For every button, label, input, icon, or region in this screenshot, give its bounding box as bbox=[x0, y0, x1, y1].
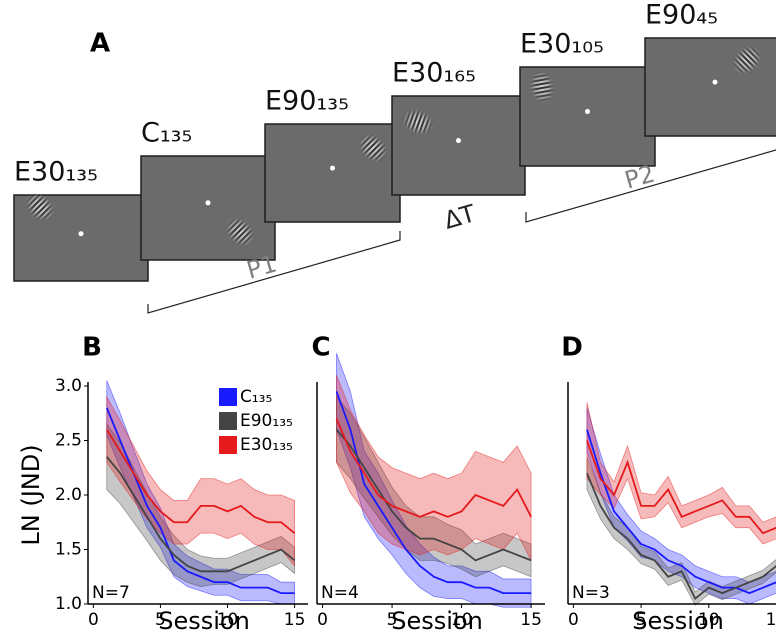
x-tick-label: 10 bbox=[451, 610, 473, 630]
charts: B 1.0 1.5 2.0 2.5 3.0 0 5 10 15 Session N=7 C₁₃₅ E90₁… bbox=[55, 333, 776, 635]
fixation-dot bbox=[205, 200, 211, 206]
frame-label: E90₄₅ bbox=[645, 0, 718, 31]
error-band bbox=[586, 456, 776, 606]
error-band bbox=[106, 395, 295, 567]
sample-size: N=3 bbox=[572, 583, 610, 603]
interval-label: ΔT bbox=[441, 199, 479, 235]
frame-label: E30₁₃₅ bbox=[14, 157, 98, 188]
fixation-dot bbox=[78, 231, 84, 237]
legend-label: C₁₃₅ bbox=[240, 387, 272, 407]
stimulus-frame: E90₁₃₅ bbox=[264, 86, 401, 223]
legend-label: E30₁₃₅ bbox=[240, 435, 293, 455]
x-tick-label: 5 bbox=[155, 610, 166, 630]
gabor-stripes bbox=[527, 69, 557, 105]
panel-letter: B bbox=[82, 333, 102, 363]
stimulus-frame: E30₁₀₅ bbox=[519, 29, 656, 167]
gabor bbox=[20, 187, 60, 227]
gabor bbox=[727, 40, 767, 80]
error-band bbox=[106, 422, 295, 587]
x-tick-label: 15 bbox=[766, 610, 776, 630]
y-tick-label: 2.5 bbox=[55, 431, 82, 451]
gabor-stripes bbox=[398, 105, 438, 139]
y-tick-label: 2.0 bbox=[55, 485, 82, 505]
bracket-p1 bbox=[147, 231, 401, 314]
sample-size: N=7 bbox=[92, 583, 130, 603]
gabor-stripes bbox=[353, 128, 393, 168]
frame-label: E90₁₃₅ bbox=[265, 86, 349, 117]
legend-label: E90₁₃₅ bbox=[240, 411, 293, 431]
x-axis-label: Session bbox=[391, 607, 483, 635]
gabor bbox=[353, 128, 393, 168]
mean-line bbox=[105, 407, 295, 594]
x-axis-label: Session bbox=[158, 607, 250, 635]
stimulus-frame: E30₁₆₅ bbox=[391, 58, 526, 196]
chart-panel: C 0 5 10 15 Session N=4 bbox=[311, 333, 545, 635]
mean-line bbox=[335, 429, 532, 562]
frame-screen bbox=[140, 155, 276, 261]
error-band bbox=[586, 407, 776, 605]
frame-label: E30₁₀₅ bbox=[520, 29, 604, 60]
stimulus-frame: E90₄₅ bbox=[644, 0, 776, 137]
y-tick-label: 1.5 bbox=[55, 540, 82, 560]
fixation-dot bbox=[712, 79, 718, 85]
gabor-stripes bbox=[727, 40, 767, 80]
x-tick-label: 0 bbox=[568, 610, 579, 630]
frame-label: E30₁₆₅ bbox=[392, 58, 476, 89]
interval-brackets bbox=[147, 149, 776, 314]
legend-swatch bbox=[219, 436, 237, 454]
chart-panel: B 1.0 1.5 2.0 2.5 3.0 0 5 10 15 Session N=7 C₁₃₅ E90₁… bbox=[55, 333, 308, 635]
stimulus-frame: C₁₃₅ bbox=[140, 118, 276, 261]
x-tick-label: 15 bbox=[520, 610, 542, 630]
mean-line bbox=[106, 429, 296, 534]
x-tick-label: 10 bbox=[698, 610, 720, 630]
panel-letter: C bbox=[311, 333, 330, 363]
chart-panel: D 0 5 10 15 Session N=3 bbox=[561, 333, 776, 635]
mean-line bbox=[586, 440, 776, 535]
gabor bbox=[527, 69, 557, 105]
gabor bbox=[220, 212, 260, 252]
fixation-dot bbox=[585, 109, 590, 115]
x-tick-label: 0 bbox=[88, 610, 99, 630]
x-tick-label: 5 bbox=[387, 610, 398, 630]
stimulus-sequence: E30₁₃₅ C₁₃₅ E90₁₃₅ E30₁₆₅ E30₁₀₅ E90₄₅ bbox=[13, 0, 776, 282]
y-tick-label: 1.0 bbox=[55, 594, 82, 614]
gabor-stripes bbox=[20, 187, 60, 227]
panel-letter: A bbox=[90, 29, 110, 59]
x-tick-label: 5 bbox=[636, 610, 647, 630]
fixation-dot bbox=[456, 138, 461, 144]
x-tick-label: 15 bbox=[284, 610, 306, 630]
y-tick-label: 3.0 bbox=[55, 376, 82, 396]
sample-size: N=4 bbox=[321, 583, 359, 603]
frame-label: C₁₃₅ bbox=[141, 118, 192, 149]
y-axis-label: LN (JND) bbox=[17, 444, 45, 545]
mean-line bbox=[586, 429, 776, 595]
mean-line bbox=[335, 391, 532, 594]
legend-swatch bbox=[219, 412, 237, 430]
x-tick-label: 0 bbox=[317, 610, 328, 630]
error-band bbox=[336, 374, 532, 561]
fixation-dot bbox=[330, 165, 335, 171]
x-axis-label: Session bbox=[632, 607, 724, 635]
legend-swatch bbox=[219, 388, 237, 406]
stimulus-frame: E30₁₃₅ bbox=[13, 157, 149, 282]
mean-line bbox=[586, 472, 776, 600]
gabor bbox=[398, 105, 438, 139]
mean-line bbox=[335, 418, 532, 518]
bracket-p2 bbox=[525, 149, 776, 223]
panel-letter: D bbox=[561, 333, 583, 363]
gabor-stripes bbox=[220, 212, 260, 252]
mean-line bbox=[106, 456, 296, 573]
x-tick-label: 10 bbox=[217, 610, 239, 630]
